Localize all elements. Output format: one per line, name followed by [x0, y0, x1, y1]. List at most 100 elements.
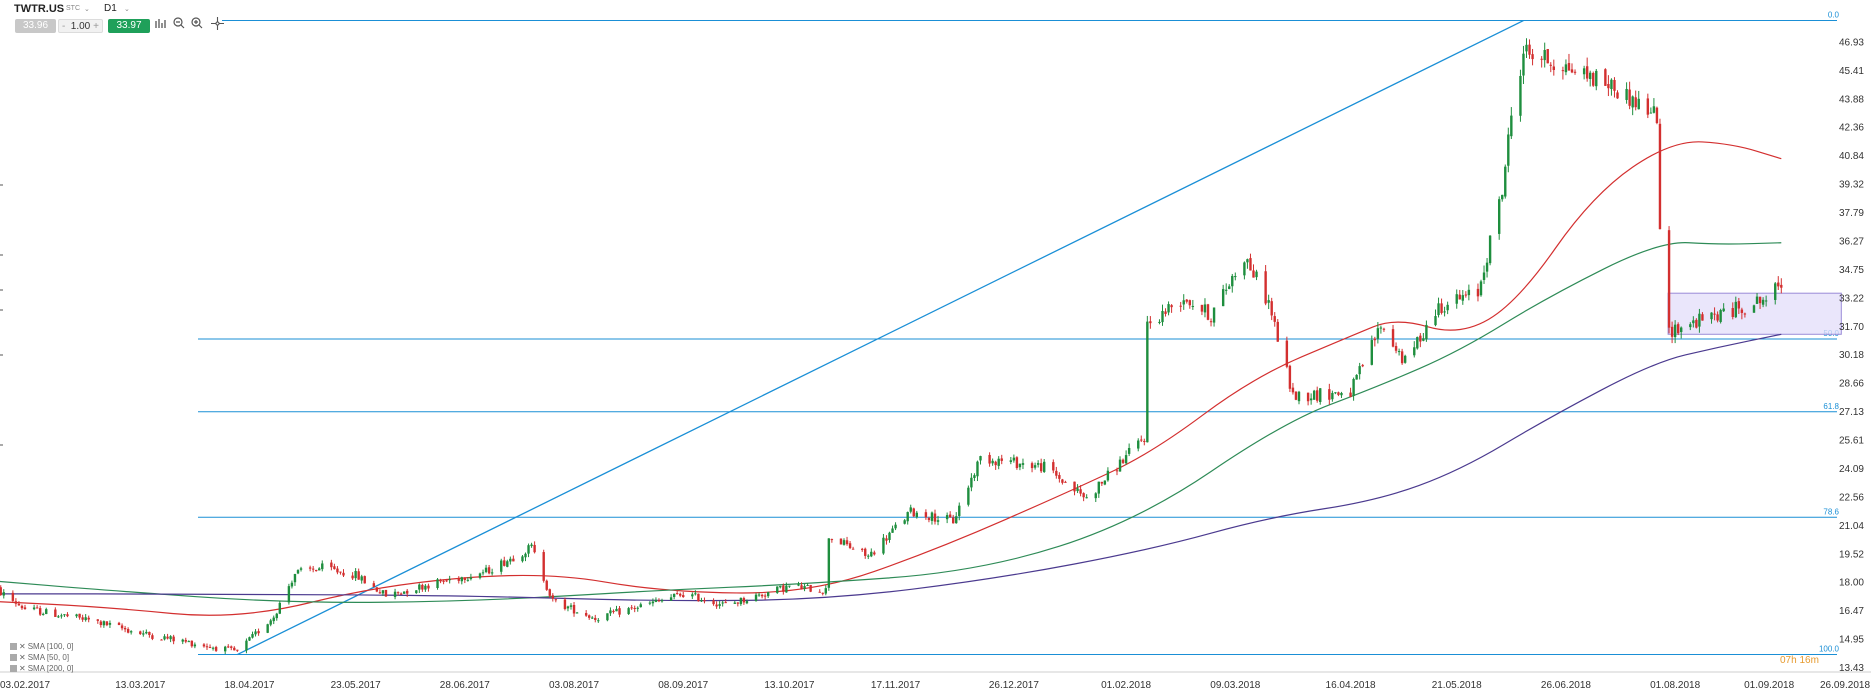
ask-price-button[interactable]: 33.97 — [108, 19, 150, 33]
candle-body — [648, 602, 652, 604]
symbol-chevron-down-icon[interactable]: ⌄ — [84, 6, 90, 13]
sma-line — [0, 333, 1782, 602]
candle-body — [236, 649, 239, 651]
x-tick-label: 01.09.2018 — [1744, 680, 1794, 691]
minus-icon[interactable]: - — [62, 21, 66, 32]
candle-body — [885, 538, 888, 541]
candle-body — [997, 458, 1000, 466]
candle-body — [1713, 313, 1716, 315]
zoom-out-icon[interactable] — [173, 17, 185, 32]
candle-body — [205, 646, 209, 648]
candle-body — [1570, 69, 1574, 73]
candle-body — [169, 636, 172, 640]
candle-body — [78, 613, 81, 618]
candle-body — [342, 572, 345, 576]
candle-body — [399, 593, 403, 595]
candlestick-series — [0, 38, 1783, 655]
candle-body — [1743, 313, 1747, 315]
candle-body — [1185, 299, 1188, 302]
legend-item-sma-100[interactable]: ✕ SMA [100, 0] — [10, 641, 74, 652]
candle-body — [712, 600, 715, 605]
symbol-label[interactable]: TWTR.US — [14, 3, 65, 15]
candle-body — [521, 556, 524, 562]
indicator-settings-icon[interactable] — [10, 643, 17, 650]
candle-body — [1604, 69, 1607, 86]
candle-body — [1085, 497, 1088, 499]
chart-extras: 07h 16m — [0, 184, 1819, 666]
candle-body — [609, 610, 612, 614]
consolidation-box — [1667, 292, 1842, 335]
y-tick-label: 22.56 — [1839, 492, 1864, 503]
legend-label: SMA [50, 0] — [27, 653, 70, 662]
timeframe-chevron-down-icon[interactable]: ⌄ — [124, 6, 130, 13]
candle-body — [54, 609, 57, 617]
quantity-stepper[interactable]: - 1.00 + — [58, 19, 103, 33]
candle-body — [445, 580, 448, 582]
candle-body — [1525, 44, 1528, 52]
candle-body — [469, 577, 473, 580]
candle-body — [509, 558, 512, 562]
candle-body — [1039, 463, 1043, 472]
candle-body — [1589, 72, 1592, 80]
candle-body — [484, 567, 488, 572]
candle-body — [1276, 321, 1279, 342]
close-icon[interactable]: ✕ — [19, 642, 26, 651]
candle-body — [754, 594, 758, 602]
candle-body — [742, 598, 746, 603]
candle-body — [584, 613, 588, 616]
candle-body — [1234, 275, 1237, 278]
indicator-settings-icon[interactable] — [10, 654, 17, 661]
candle-body — [1124, 455, 1128, 464]
close-icon[interactable]: ✕ — [19, 664, 26, 673]
candle-body — [818, 591, 821, 593]
crosshair-icon[interactable] — [211, 17, 224, 33]
candle-body — [1716, 314, 1719, 321]
candle-body — [679, 593, 682, 596]
candle-body — [1613, 79, 1616, 91]
candle-body — [566, 606, 570, 609]
candle-body — [96, 619, 99, 621]
x-tick-label: 28.06.2017 — [440, 680, 490, 691]
candle-body — [1170, 305, 1173, 308]
candle-body — [736, 602, 740, 604]
candle-body — [551, 595, 554, 599]
candle-body — [1649, 112, 1653, 114]
candle-body — [421, 584, 424, 590]
x-tick-label: 26.06.2018 — [1541, 680, 1591, 691]
candle-body — [1115, 470, 1119, 472]
bar-chart-icon[interactable] — [155, 17, 166, 32]
y-tick-label: 46.93 — [1839, 37, 1864, 48]
candle-body — [1755, 296, 1759, 304]
quantity-value[interactable]: 1.00 — [70, 21, 91, 32]
candle-body — [1719, 310, 1722, 322]
candle-body — [1355, 374, 1358, 380]
candle-body — [1543, 50, 1546, 61]
candle-body — [363, 576, 366, 584]
candle-body — [733, 602, 736, 604]
candle-body — [845, 540, 849, 545]
candle-body — [1510, 115, 1513, 137]
candle-body — [657, 600, 661, 602]
candle-body — [120, 625, 124, 629]
legend-item-sma-50[interactable]: ✕ SMA [50, 0] — [10, 652, 74, 663]
candle-body — [1425, 324, 1428, 340]
candle-body — [248, 637, 251, 641]
candle-body — [272, 617, 275, 622]
plus-icon[interactable]: + — [93, 21, 99, 32]
candle-body — [87, 617, 90, 620]
zoom-in-icon[interactable] — [191, 17, 203, 32]
x-tick-label: 13.03.2017 — [115, 680, 165, 691]
legend-label: SMA [200, 0] — [27, 664, 74, 673]
candle-body — [57, 616, 60, 618]
sma-indicators — [0, 141, 1782, 616]
bid-price-button[interactable]: 33.96 — [15, 19, 56, 33]
timeframe-label[interactable]: D1 — [104, 3, 117, 14]
candle-body — [500, 560, 503, 572]
candle-body — [102, 621, 106, 626]
close-icon[interactable]: ✕ — [19, 653, 26, 662]
legend-item-sma-200[interactable]: ✕ SMA [200, 0] — [10, 663, 74, 674]
candle-body — [1127, 448, 1131, 454]
sma-line — [0, 242, 1782, 603]
indicator-settings-icon[interactable] — [10, 665, 17, 672]
